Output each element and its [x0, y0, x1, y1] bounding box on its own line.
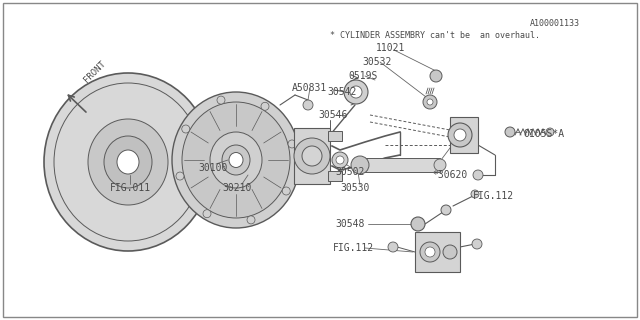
- Circle shape: [350, 86, 362, 98]
- FancyBboxPatch shape: [328, 171, 342, 181]
- Ellipse shape: [117, 150, 139, 174]
- Circle shape: [388, 242, 398, 252]
- Circle shape: [294, 138, 330, 174]
- Circle shape: [303, 100, 313, 110]
- Circle shape: [471, 190, 479, 198]
- Circle shape: [344, 80, 368, 104]
- Circle shape: [430, 70, 442, 82]
- Text: FIG.112: FIG.112: [333, 243, 374, 253]
- Text: FIG.011: FIG.011: [110, 183, 151, 193]
- Text: FRONT: FRONT: [82, 59, 108, 85]
- Text: FIG.112: FIG.112: [473, 191, 514, 201]
- Ellipse shape: [54, 83, 202, 241]
- Text: 30530: 30530: [340, 183, 369, 193]
- Circle shape: [505, 127, 515, 137]
- Circle shape: [423, 95, 437, 109]
- FancyBboxPatch shape: [294, 128, 330, 184]
- Text: 11021: 11021: [376, 43, 405, 53]
- Text: 30548: 30548: [335, 219, 364, 229]
- FancyBboxPatch shape: [415, 232, 460, 272]
- Circle shape: [425, 247, 435, 257]
- Ellipse shape: [44, 73, 212, 251]
- Circle shape: [247, 216, 255, 224]
- Circle shape: [261, 102, 269, 110]
- Circle shape: [427, 99, 433, 105]
- Text: * CYLINDER ASSEMBRY can't be  an overhaul.: * CYLINDER ASSEMBRY can't be an overhaul…: [330, 31, 540, 41]
- Ellipse shape: [88, 119, 168, 205]
- Text: 30532: 30532: [362, 57, 392, 67]
- Circle shape: [203, 210, 211, 218]
- Circle shape: [454, 129, 466, 141]
- Circle shape: [411, 217, 425, 231]
- FancyBboxPatch shape: [328, 131, 342, 141]
- Ellipse shape: [172, 92, 300, 228]
- Text: 30210: 30210: [222, 183, 252, 193]
- FancyBboxPatch shape: [450, 117, 478, 153]
- Ellipse shape: [182, 102, 290, 218]
- Circle shape: [282, 187, 290, 195]
- Circle shape: [332, 152, 348, 168]
- Circle shape: [336, 156, 344, 164]
- Circle shape: [217, 96, 225, 104]
- Text: 0519S: 0519S: [348, 71, 378, 81]
- Text: 0105S*A: 0105S*A: [523, 129, 564, 139]
- Circle shape: [288, 140, 296, 148]
- Circle shape: [472, 239, 482, 249]
- Ellipse shape: [229, 153, 243, 167]
- Circle shape: [448, 123, 472, 147]
- Circle shape: [302, 146, 322, 166]
- Circle shape: [182, 125, 190, 133]
- Text: 30546: 30546: [318, 110, 348, 120]
- Text: *30620: *30620: [432, 170, 467, 180]
- Text: 30100: 30100: [198, 163, 227, 173]
- Ellipse shape: [222, 145, 250, 175]
- Ellipse shape: [104, 136, 152, 188]
- Circle shape: [443, 245, 457, 259]
- Text: A100001133: A100001133: [530, 20, 580, 28]
- Text: A50831: A50831: [292, 83, 327, 93]
- Circle shape: [441, 205, 451, 215]
- Circle shape: [434, 159, 446, 171]
- Circle shape: [351, 156, 369, 174]
- Circle shape: [420, 242, 440, 262]
- Circle shape: [176, 172, 184, 180]
- Text: 30542: 30542: [327, 87, 356, 97]
- Circle shape: [546, 128, 554, 136]
- FancyBboxPatch shape: [360, 158, 440, 172]
- Ellipse shape: [210, 132, 262, 188]
- Circle shape: [473, 170, 483, 180]
- Text: 30502: 30502: [335, 167, 364, 177]
